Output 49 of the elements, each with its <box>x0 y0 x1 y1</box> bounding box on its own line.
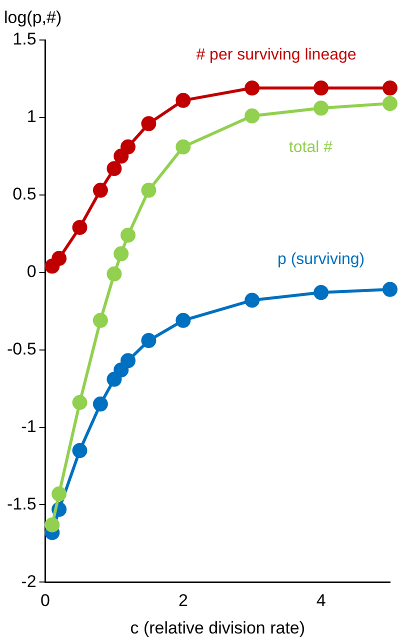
y-axis-title: log(p,#) <box>4 8 62 28</box>
point <box>92 312 108 328</box>
y-tick-label: -1 <box>21 416 36 436</box>
point <box>176 92 191 108</box>
point <box>120 353 136 368</box>
y-tick-label: 0 <box>26 262 36 282</box>
point <box>114 246 129 262</box>
point <box>72 220 88 235</box>
point <box>244 80 260 96</box>
point <box>141 182 156 198</box>
x-tick-label: 2 <box>178 591 188 610</box>
point <box>106 161 122 176</box>
y-tick-label: 1.5 <box>12 30 36 49</box>
point <box>244 108 260 124</box>
y-tick-label: -2 <box>21 572 36 591</box>
point <box>176 312 191 328</box>
point <box>92 182 108 198</box>
point <box>52 486 67 502</box>
point <box>382 282 398 297</box>
y-tick-label: 1 <box>26 107 36 126</box>
point <box>72 443 88 458</box>
point <box>52 250 67 266</box>
point <box>314 100 329 116</box>
series-label: # per surviving lineage <box>196 46 356 64</box>
point <box>314 285 329 300</box>
point <box>244 292 260 308</box>
point <box>141 333 156 348</box>
point <box>141 116 156 132</box>
point <box>120 228 136 243</box>
point <box>106 372 122 387</box>
x-axis-title: c (relative division rate) <box>130 618 306 638</box>
point <box>382 80 398 96</box>
series-label: total # <box>288 138 333 156</box>
y-tick-label: -0.5 <box>6 340 36 359</box>
point <box>92 396 108 412</box>
x-tick-label: 0 <box>40 591 50 610</box>
point <box>44 517 60 532</box>
y-tick-label: 0.5 <box>12 184 36 204</box>
series-label: p (surviving) <box>277 250 365 268</box>
point <box>120 139 136 154</box>
point <box>176 139 191 154</box>
point <box>382 96 398 112</box>
point <box>314 80 329 96</box>
point <box>72 395 88 410</box>
x-tick-label: 4 <box>316 591 326 610</box>
y-tick-label: -1.5 <box>6 494 36 514</box>
point <box>106 266 122 282</box>
point <box>114 148 129 164</box>
point <box>114 362 129 378</box>
